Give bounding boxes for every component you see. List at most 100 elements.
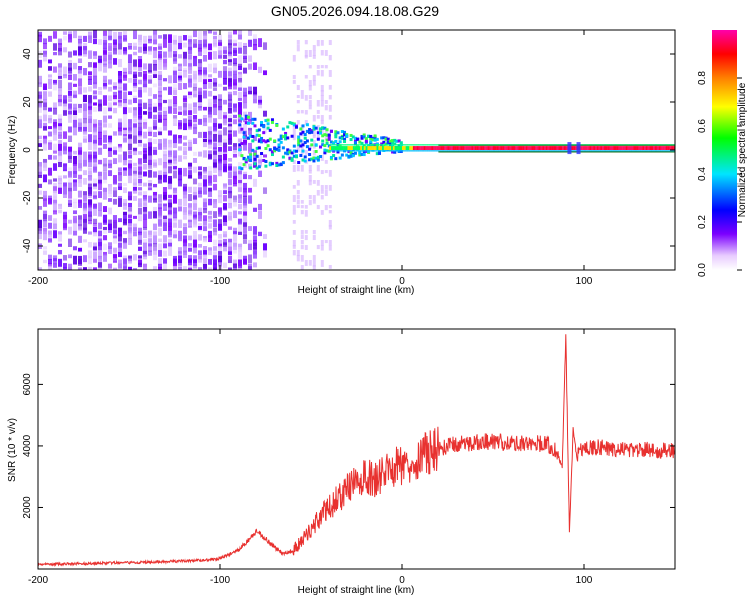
heatmap-cell [485, 150, 488, 152]
heatmap-cell [118, 143, 122, 149]
heatmap-cell [294, 149, 298, 153]
heatmap-cell [123, 47, 127, 54]
heatmap-cell [478, 150, 481, 152]
heatmap-cell [193, 166, 197, 173]
heatmap-cell [320, 245, 324, 251]
heatmap-cell [300, 245, 304, 250]
heatmap-cell [277, 163, 281, 167]
heatmap-cell [158, 143, 162, 150]
heatmap-cell [378, 146, 381, 151]
heatmap-cell [208, 198, 212, 206]
heatmap-cell [153, 83, 157, 88]
heatmap-cell [53, 122, 57, 129]
heatmap-cell [88, 203, 92, 208]
heatmap-cell [168, 178, 172, 184]
heatmap-cell [253, 117, 257, 121]
x-tick-label: -200 [28, 276, 48, 287]
heatmap-cell [218, 94, 222, 101]
heatmap-cell [328, 220, 332, 227]
heatmap-cell [218, 42, 222, 47]
heatmap-cell [203, 250, 207, 257]
heatmap-cell [118, 43, 122, 50]
heatmap-cell [68, 114, 72, 123]
heatmap-cell [143, 83, 147, 88]
heatmap-cell [383, 144, 386, 146]
heatmap-cell [93, 166, 97, 173]
heatmap-cell [58, 67, 62, 76]
heatmap-cell [123, 31, 127, 36]
heatmap-cell [168, 230, 172, 238]
heatmap-cell [248, 266, 252, 270]
heatmap-cell [383, 146, 386, 151]
heatmap-cell [308, 100, 312, 106]
heatmap-x-axis-label: Height of straight line (km) [298, 285, 415, 296]
heatmap-cell [143, 87, 147, 93]
heatmap-cell [324, 50, 328, 56]
heatmap-cell [93, 62, 97, 69]
heatmap-cell [163, 243, 167, 249]
heatmap-cell [253, 235, 257, 242]
heatmap-cell [48, 266, 52, 270]
heatmap-cell [118, 242, 122, 248]
heatmap-cell [53, 119, 57, 124]
heatmap-cell [260, 140, 264, 144]
heatmap-cell [487, 150, 490, 152]
heatmap-cell [173, 83, 177, 88]
heatmap-cell [113, 39, 117, 45]
heatmap-cell [68, 59, 72, 66]
heatmap-cell [331, 146, 334, 151]
heatmap-cell [434, 146, 437, 151]
heatmap-cell [398, 146, 401, 151]
heatmap-cell [208, 63, 212, 73]
heatmap-cell [394, 150, 397, 152]
heatmap-cell [634, 150, 637, 152]
heatmap-cell [128, 143, 132, 151]
heatmap-cell [238, 138, 242, 143]
heatmap-cell [193, 219, 197, 226]
heatmap-cell [173, 66, 177, 74]
heatmap-cell [88, 214, 92, 221]
heatmap-cell [243, 67, 247, 74]
heatmap-cell [163, 58, 167, 68]
heatmap-cell [341, 146, 344, 151]
heatmap-cell [198, 59, 202, 67]
heatmap-cell [369, 134, 373, 138]
heatmap-cell [188, 59, 192, 64]
heatmap-cell [320, 210, 324, 215]
heatmap-cell [133, 215, 137, 219]
heatmap-cell [83, 138, 87, 143]
heatmap-cell [123, 38, 127, 42]
heatmap-cell [403, 146, 406, 151]
heatmap-cell [168, 130, 172, 136]
heatmap-cell [228, 146, 232, 152]
heatmap-cell [233, 267, 237, 270]
heatmap-cell [158, 54, 162, 61]
heatmap-cell [243, 230, 247, 236]
heatmap-cell [281, 127, 285, 131]
heatmap-cell [198, 234, 202, 241]
heatmap-cell [38, 230, 42, 240]
heatmap-cell [103, 42, 107, 49]
heatmap-cell [173, 51, 177, 57]
heatmap-cell [108, 242, 112, 250]
heatmap-cell [253, 250, 257, 259]
heatmap-cell [264, 160, 268, 164]
heatmap-cell [367, 144, 370, 146]
heatmap-cell [338, 156, 342, 160]
heatmap-cell [108, 102, 112, 112]
heatmap-cell [88, 211, 92, 217]
heatmap-cell [83, 159, 87, 167]
heatmap-cell [163, 174, 167, 183]
heatmap-cell [48, 59, 52, 64]
heatmap-cell [223, 78, 227, 85]
heatmap-cell [611, 146, 614, 151]
heatmap-cell [88, 242, 92, 248]
heatmap-cell [292, 205, 296, 211]
heatmap-cell [308, 175, 312, 182]
heatmap-cell [523, 146, 526, 151]
heatmap-cell [385, 150, 388, 152]
heatmap-cell [103, 254, 107, 262]
heatmap-cell [292, 135, 296, 141]
heatmap-cell [304, 245, 308, 250]
heatmap-cell [103, 243, 107, 251]
